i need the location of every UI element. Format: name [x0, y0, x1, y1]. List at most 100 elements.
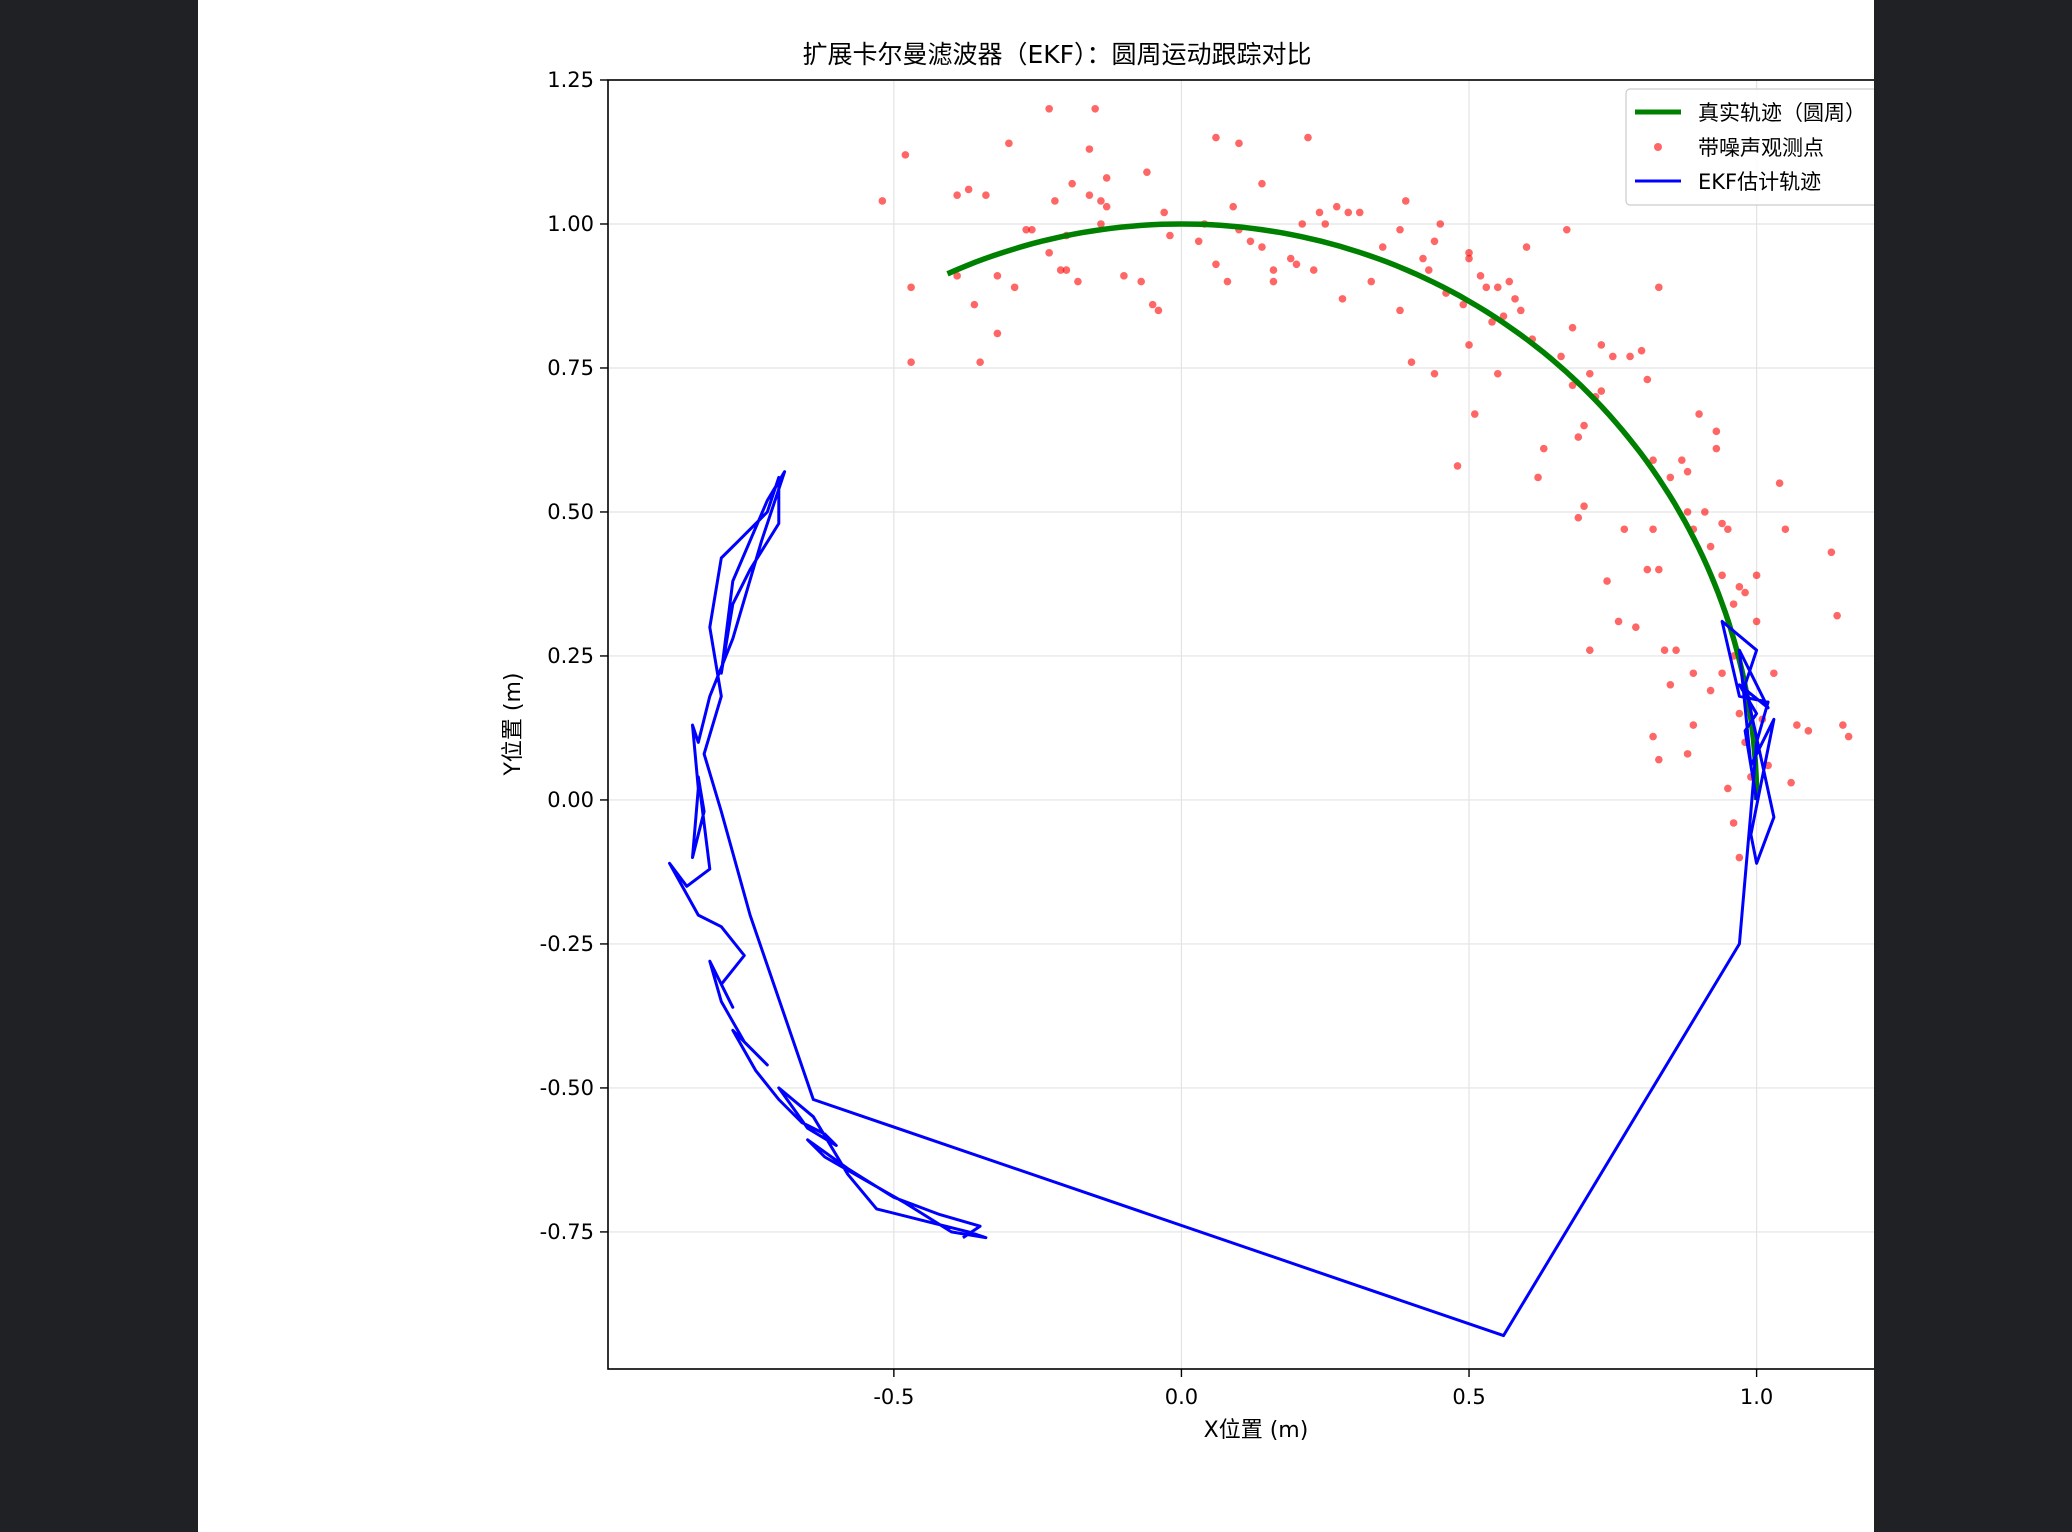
true-trajectory-line: [946, 221, 1760, 801]
observation-point: [1580, 421, 1588, 430]
observation-point: [1465, 341, 1473, 349]
y-tick-label: 0.75: [547, 356, 594, 380]
observation-point: [1833, 611, 1841, 620]
observation-point: [1632, 623, 1640, 631]
observation-point: [1655, 755, 1663, 764]
observation-point: [1493, 369, 1502, 378]
observation-point: [1258, 179, 1266, 188]
observation-point: [1430, 369, 1439, 378]
observation-point: [1574, 433, 1583, 441]
plot-frame: [607, 79, 1874, 1370]
observation-point: [1666, 680, 1675, 689]
x-axis-label: X位置 (m): [1204, 1418, 1309, 1443]
observation-point: [1194, 237, 1203, 246]
observation-point: [993, 329, 1002, 338]
observation-point: [1309, 266, 1318, 274]
observation-point: [1396, 306, 1404, 315]
observation-point: [1304, 133, 1312, 142]
observation-point: [1321, 220, 1330, 228]
observation-point: [1718, 669, 1726, 678]
observation-point: [1563, 225, 1571, 234]
observation-point: [1787, 778, 1795, 787]
observation-point: [1706, 542, 1715, 551]
y-tick-label: -0.50: [540, 1076, 594, 1100]
observation-point: [1689, 669, 1698, 678]
chart: 扩展卡尔曼滤波器（EKF）：圆周运动跟踪对比 -0.5 0.0 0.5 1.0 -0.…: [501, 40, 1874, 1443]
observation-point: [878, 197, 887, 205]
observation-point: [1085, 145, 1094, 153]
observation-point: [1643, 375, 1652, 384]
observation-point: [1511, 295, 1519, 303]
observation-point: [1493, 283, 1502, 292]
observation-point: [1689, 721, 1698, 729]
observation-point: [1465, 254, 1473, 263]
observation-point: [982, 191, 990, 199]
observation-point: [1626, 352, 1634, 361]
observation-point: [1137, 277, 1145, 286]
observation-point: [993, 272, 1002, 280]
observation-point: [1419, 254, 1427, 263]
observation-point: [1102, 174, 1111, 182]
observation-point: [907, 283, 915, 292]
observation-point: [1609, 352, 1617, 361]
y-tick-label: 0.00: [547, 788, 594, 812]
observation-point: [1005, 139, 1013, 148]
observation-point: [1539, 444, 1548, 453]
observation-point: [1620, 525, 1629, 534]
legend-noise-label: 带噪声观测点: [1698, 136, 1824, 160]
observation-point: [1436, 220, 1445, 228]
observation-point: [1649, 525, 1657, 534]
observation-point: [1062, 266, 1071, 274]
x-tick-label: 0.0: [1165, 1385, 1198, 1409]
observation-point: [976, 358, 984, 367]
observation-point: [1010, 283, 1019, 292]
observation-point: [1683, 508, 1692, 516]
observation-point: [1729, 819, 1738, 827]
observation-point: [1568, 381, 1577, 390]
observation-point: [1793, 721, 1801, 729]
observation-point: [1051, 197, 1059, 205]
legend-ekf-label: EKF估计轨迹: [1698, 170, 1821, 194]
observation-point: [1097, 197, 1105, 205]
observation-point: [1597, 341, 1606, 349]
observation-point: [1355, 208, 1364, 217]
observation-point: [1045, 104, 1053, 113]
observation-point: [1597, 387, 1606, 395]
observation-point: [1292, 260, 1301, 269]
observation-point: [1741, 588, 1749, 597]
observation-point: [1407, 358, 1416, 367]
observation-point: [1804, 727, 1813, 735]
series-layer: [668, 104, 1853, 1338]
observation-point: [1678, 456, 1686, 464]
observation-point: [1655, 565, 1663, 574]
observation-point: [1643, 565, 1652, 574]
observation-point: [1781, 525, 1790, 534]
observation-point: [1154, 306, 1163, 315]
observation-point: [1143, 168, 1151, 176]
observation-point: [1557, 352, 1565, 361]
y-tick-label: 0.50: [547, 500, 594, 524]
observation-point: [1580, 502, 1588, 511]
observation-point: [1160, 208, 1168, 217]
legend: 真实轨迹（圆周） 带噪声观测点 EKF估计轨迹: [1625, 88, 1874, 206]
observation-point: [1568, 323, 1577, 332]
observation-point: [907, 358, 915, 367]
y-axis: -0.75 -0.50 -0.25 0.00 0.25 0.50 0.75 1.00 1.25: [540, 68, 608, 1244]
observation-point: [1735, 583, 1744, 591]
x-tick-label: -0.5: [873, 1385, 914, 1409]
chart-title: 扩展卡尔曼滤波器（EKF）：圆周运动跟踪对比: [802, 40, 1311, 69]
observation-point: [1028, 225, 1036, 234]
observation-point: [1844, 732, 1853, 741]
observation-point: [1488, 318, 1496, 326]
observation-point: [901, 151, 910, 159]
observation-point: [1212, 133, 1220, 142]
observation-point: [970, 300, 979, 309]
y-tick-label: 1.25: [547, 68, 594, 92]
observation-point: [1148, 300, 1157, 309]
observation-point: [1315, 208, 1324, 217]
observation-point: [1091, 104, 1099, 113]
legend-box: [1625, 88, 1874, 206]
observation-point: [1718, 571, 1726, 580]
observation-point: [1097, 220, 1105, 228]
observation-point: [1332, 202, 1341, 211]
